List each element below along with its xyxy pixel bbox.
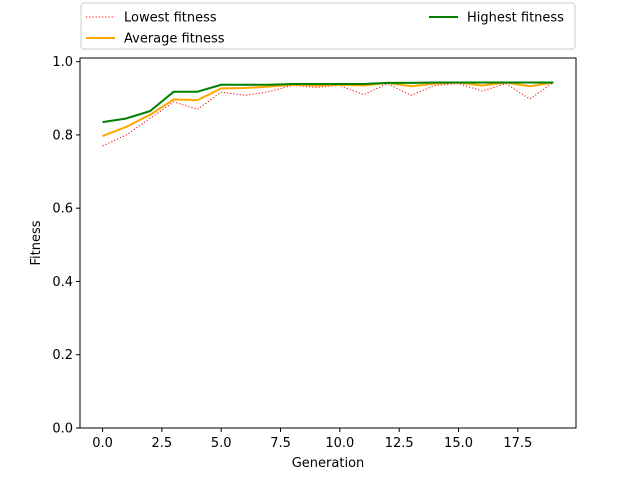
legend-label: Highest fitness	[467, 11, 564, 26]
x-tick-label: 7.5	[270, 436, 291, 451]
y-tick-label: 1.0	[52, 55, 73, 70]
x-tick-label: 5.0	[211, 436, 232, 451]
legend-box	[80, 2, 576, 50]
x-tick-label: 10.0	[325, 436, 354, 451]
y-tick-label: 0.8	[52, 128, 73, 143]
series-line-2	[102, 81, 554, 124]
legend-label: Lowest fitness	[124, 11, 217, 26]
x-tick-label: 17.5	[503, 436, 532, 451]
axes-layer: 0.0 2.5 5.0 7.5 10.0 12.5 15.0 17.5 0.0 0.2 0.4 0.6…	[52, 55, 532, 451]
series-line-1	[102, 81, 554, 137]
x-tick-label: 15.0	[444, 436, 473, 451]
legend: Lowest fitness Average fitness Highest fit…	[80, 2, 576, 50]
series-line-0	[102, 82, 554, 147]
x-tick-label: 2.5	[152, 436, 173, 451]
legend-label: Average fitness	[124, 32, 225, 47]
y-tick-label: 0.6	[52, 202, 73, 217]
x-tick-label: 0.0	[92, 436, 113, 451]
x-axis-label: Generation	[292, 456, 365, 471]
y-axis-label: Fitness	[29, 220, 44, 265]
y-tick-label: 0.0	[52, 422, 73, 437]
plot-layer	[102, 81, 554, 147]
y-tick-label: 0.4	[52, 275, 73, 290]
plot-frame	[79, 57, 577, 429]
x-tick-label: 12.5	[385, 436, 414, 451]
y-tick-label: 0.2	[52, 348, 73, 363]
